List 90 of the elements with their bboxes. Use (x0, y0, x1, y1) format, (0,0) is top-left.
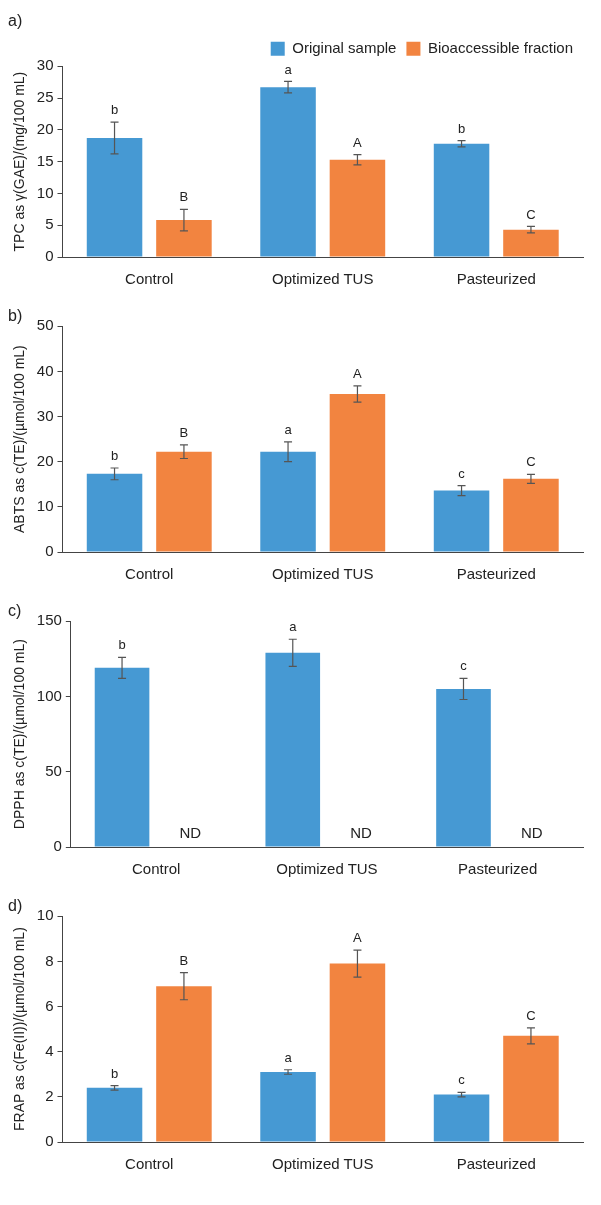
y-tick-label: 5 (45, 215, 54, 233)
y-tick-label: 0 (45, 1132, 54, 1150)
bar (503, 229, 559, 257)
bar (260, 451, 316, 552)
bar (433, 1094, 490, 1142)
data-label: a (284, 421, 293, 437)
y-tick-label: 40 (36, 361, 54, 379)
bar (329, 159, 386, 257)
bar (503, 1035, 559, 1142)
data-label: b (110, 1065, 119, 1081)
y-axis-title: ABTS as c(TE)/(µmol/100 mL) (11, 345, 28, 533)
x-tick-label: Optimized TUS (276, 860, 378, 878)
x-tick-label: Pasteurized (458, 860, 538, 878)
data-label: b (457, 120, 466, 136)
y-tick-label: 0 (53, 837, 62, 855)
data-label: A (353, 930, 363, 946)
y-axis-title: TPC as γ(GAE)/(mg/100 mL) (11, 71, 28, 252)
y-tick-label: 30 (36, 56, 54, 74)
text: ND (520, 823, 543, 841)
data-label: B (179, 952, 189, 968)
x-tick-label: Optimized TUS (272, 1155, 374, 1173)
y-tick-label: 25 (36, 88, 54, 106)
chart-title: b) (8, 307, 23, 325)
x-tick-label: Pasteurized (456, 1155, 536, 1173)
legend-label: Bioaccessible fraction (427, 38, 574, 56)
y-tick-label: 30 (36, 406, 54, 424)
y-tick-label: 0 (45, 247, 54, 265)
bar (329, 393, 386, 552)
y-tick-label: 0 (45, 542, 54, 560)
data-label: B (179, 189, 189, 205)
y-tick-label: 15 (36, 151, 54, 169)
x-tick-label: Control (132, 860, 181, 878)
data-label: b (118, 637, 126, 653)
chart-title: c) (8, 602, 22, 620)
chart-title: a) (8, 12, 23, 30)
bar (265, 652, 321, 847)
x-tick-label: Control (125, 565, 174, 583)
data-label: a (284, 61, 293, 77)
data-label: A (353, 134, 363, 150)
y-tick-label: 20 (36, 451, 54, 469)
bar (156, 451, 212, 552)
data-label: c (460, 658, 468, 674)
x-tick-label: Optimized TUS (272, 270, 374, 288)
bar (433, 143, 490, 257)
legend-label: Original sample (292, 38, 397, 56)
x-tick-label: Pasteurized (456, 270, 536, 288)
y-tick-label: 50 (36, 316, 54, 334)
x-tick-label: Control (125, 1155, 174, 1173)
bar (86, 473, 143, 552)
data-label: B (179, 425, 189, 441)
bar (260, 87, 316, 257)
y-tick-label: 10 (36, 496, 54, 514)
bar (436, 688, 491, 847)
bar (156, 986, 212, 1142)
text: ND (179, 823, 202, 841)
y-tick-label: 100 (36, 686, 62, 704)
bar (86, 1087, 143, 1142)
y-tick-label: 20 (36, 119, 54, 137)
data-label: c (458, 465, 466, 481)
y-tick-label: 2 (45, 1086, 54, 1104)
data-label: c (458, 1072, 466, 1088)
x-tick-label: Optimized TUS (272, 565, 374, 583)
bar (86, 138, 143, 257)
bar (94, 667, 150, 847)
y-axis-title: DPPH as c(TE)/(µmol/100 mL) (11, 639, 28, 830)
y-tick-label: 50 (45, 761, 62, 779)
y-tick-label: 10 (36, 906, 54, 924)
text: ND (350, 823, 372, 841)
data-label: A (353, 365, 363, 381)
data-label: a (284, 1049, 293, 1065)
data-label: b (110, 102, 119, 118)
data-label: C (526, 1008, 536, 1024)
data-label: C (526, 454, 536, 470)
y-tick-label: 150 (36, 611, 62, 629)
y-tick-label: 8 (45, 951, 54, 969)
bar (260, 1072, 316, 1142)
y-axis-title: FRAP as c(Fe(II))/(µmol/100 mL) (11, 927, 28, 1132)
data-label: a (289, 619, 298, 635)
x-tick-label: Control (125, 270, 174, 288)
data-label: b (110, 448, 119, 464)
bar (329, 963, 386, 1142)
bar (156, 220, 212, 257)
x-tick-label: Pasteurized (456, 565, 536, 583)
chart-title: d) (8, 897, 23, 915)
data-label: C (526, 206, 536, 222)
bar (433, 490, 490, 552)
y-tick-label: 4 (45, 1041, 54, 1059)
y-tick-label: 6 (45, 996, 54, 1014)
y-tick-label: 10 (36, 183, 54, 201)
bar (503, 478, 559, 552)
